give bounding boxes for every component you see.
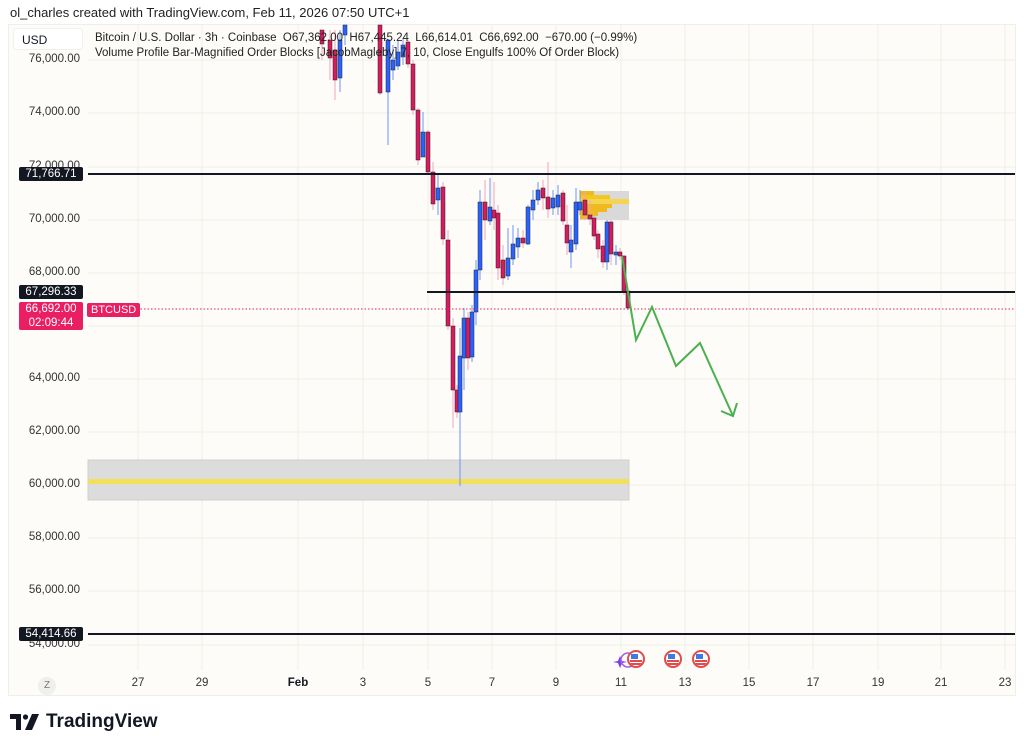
tradingview-logo-icon [10,714,39,730]
price-axis-label: 64,000.00 [28,372,80,384]
level-price-tag: 67,296.33 [19,285,83,299]
time-axis-label: 13 [678,677,692,689]
current-price-tag: 66,692.00 [19,302,83,316]
tradingview-brand[interactable]: TradingView [10,711,158,733]
price-axis-label: 70,000.00 [28,213,80,225]
price-axis-label: 68,000.00 [28,266,80,278]
symbol-price-label: BTCUSD [87,303,141,317]
time-axis-label: 9 [552,677,560,689]
timezone-button[interactable]: Z [38,677,56,695]
time-axis-label: Feb [287,677,309,689]
time-axis-label: 23 [998,677,1012,689]
ohlc-close: C66,692.00 [479,32,539,44]
chart-frame [8,24,1016,696]
time-axis-label: 27 [131,677,145,689]
ohlc-low: L66,614.01 [415,32,473,44]
forecast-arrowhead [720,402,738,418]
brand-name: TradingView [46,711,158,732]
time-axis-label: 5 [424,677,432,689]
time-axis-label: 3 [359,677,367,689]
price-axis-label: 58,000.00 [28,531,80,543]
symbol-line: Bitcoin / U.S. Dollar · 3h · Coinbase O6… [95,31,637,46]
chart-caption: ol_charles created with TradingView.com,… [10,5,410,20]
us-event-flag-icon[interactable] [664,650,682,668]
time-axis-label: 7 [488,677,496,689]
ohlc-open: O67,362.00 [282,32,344,44]
indicator-line[interactable]: Volume Profile Bar-Magnified Order Block… [95,47,620,59]
candles [319,24,631,486]
price-axis-label: 62,000.00 [28,425,80,437]
us-event-flag-icon[interactable] [627,650,645,668]
currency-button[interactable]: USD [13,28,83,50]
time-axis-label: 19 [871,677,885,689]
time-axis-label: 17 [806,677,820,689]
forecast-path[interactable] [621,255,734,417]
time-axis-label: 11 [615,677,627,689]
time-axis-label: 29 [195,677,209,689]
level-price-tag: 71,766.71 [19,167,83,181]
symbol-title: Bitcoin / U.S. Dollar · 3h · Coinbase [95,32,277,44]
price-axis-label: 76,000.00 [28,53,80,65]
poc-line [88,479,629,484]
chart-legend: Bitcoin / U.S. Dollar · 3h · Coinbase O6… [95,31,637,61]
price-axis-label: 54,000.00 [28,638,80,650]
ohlc-change: −670.00 (−0.99%) [545,32,638,44]
price-axis-label: 56,000.00 [28,584,80,596]
price-axis-label: 74,000.00 [28,106,80,118]
sparkle-event-icon[interactable] [613,656,627,668]
bar-countdown: 02:09:44 [19,316,83,330]
grid [88,25,1015,670]
us-event-flag-icon[interactable] [692,650,710,668]
price-axis-label: 60,000.00 [28,478,80,490]
time-axis-label: 21 [934,677,948,689]
level-price-tag: 54,414.66 [19,627,83,641]
time-axis-label: 15 [742,677,756,689]
ohlc-high: H67,445.24 [349,32,409,44]
